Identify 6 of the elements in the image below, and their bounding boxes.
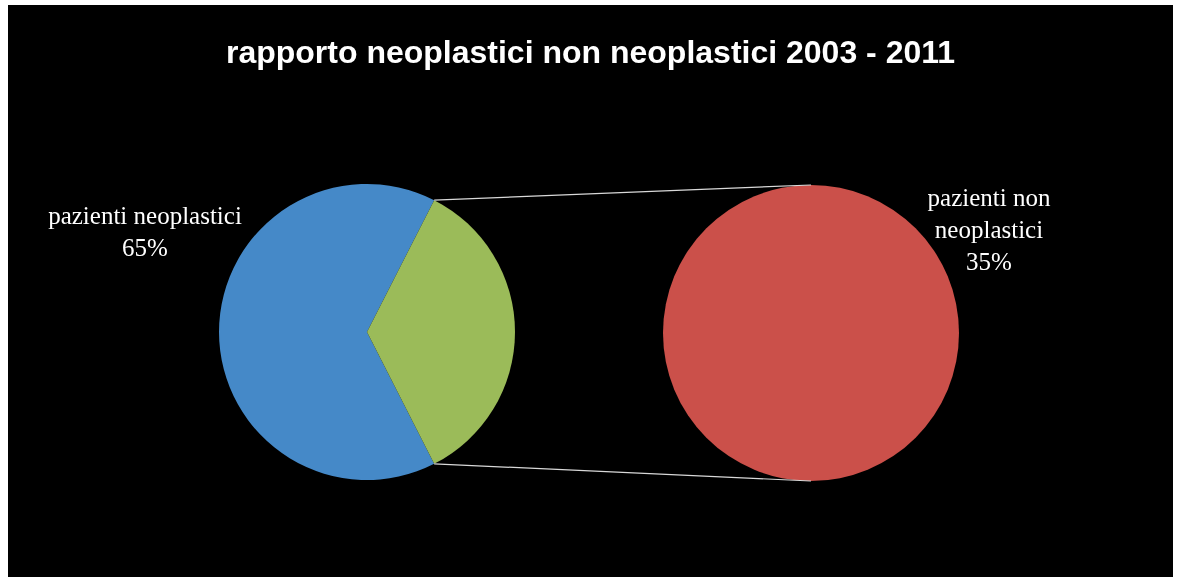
slice-label: pazienti non neoplastici [927, 184, 1051, 243]
data-label: 35% [966, 248, 1012, 275]
data-label: 65% [122, 234, 168, 261]
pie-slice [367, 200, 515, 464]
text: rapporto neoplastici non neoplastici 2003 - 2011 [224, 33, 957, 72]
slice-label: pazienti neoplastici [48, 202, 242, 229]
